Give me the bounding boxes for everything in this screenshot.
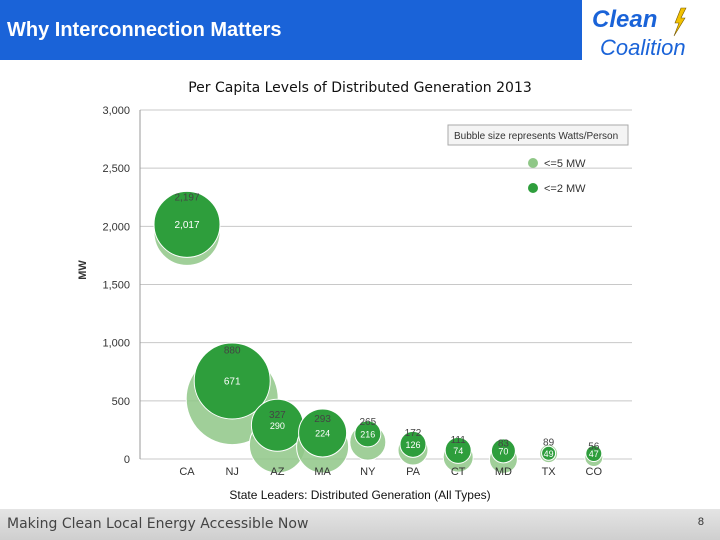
legend-marker-light <box>528 158 538 168</box>
bubble-dark-md <box>490 438 516 464</box>
data-label-dark: 126 <box>405 440 420 450</box>
y-tick-label: 1,500 <box>102 280 130 292</box>
data-label-light: 2,197 <box>174 192 199 203</box>
y-tick-label: 2,500 <box>102 163 130 175</box>
x-tick-label: TX <box>542 466 557 478</box>
x-tick-label: PA <box>406 466 421 478</box>
data-label-dark: 2,017 <box>174 220 199 231</box>
slide-header: Why Interconnection Matters <box>0 0 582 60</box>
chart-caption: State Leaders: Distributed Generation (A… <box>229 488 491 502</box>
legend-title-box <box>447 124 629 146</box>
data-label-light: 265 <box>359 417 376 428</box>
bubble-dark-ny <box>354 420 382 448</box>
lightning-bolt-icon <box>673 7 687 37</box>
slide-title: Why Interconnection Matters <box>7 19 282 41</box>
x-tick-label: NJ <box>225 466 238 478</box>
data-label-light: 56 <box>588 441 600 452</box>
y-tick-label: 2,000 <box>102 221 130 233</box>
footer-tagline: Making Clean Local Energy Accessible Now <box>7 516 309 532</box>
x-tick-label: MA <box>314 466 331 478</box>
data-label-dark: 49 <box>544 449 554 459</box>
x-tick-label: NY <box>360 466 376 478</box>
data-label-dark: 70 <box>498 446 508 456</box>
data-label-light: 293 <box>314 414 331 425</box>
data-label-light: 111 <box>451 435 467 446</box>
legend-marker-dark <box>528 183 538 193</box>
legend-title: Bubble size represents Watts/Person <box>454 131 618 142</box>
x-tick-label: CT <box>451 466 466 478</box>
data-label-light: 327 <box>269 410 286 421</box>
data-label-light: 880 <box>224 346 241 357</box>
legend-label-light: <=5 MW <box>544 158 586 170</box>
logo-word-coalition: Coalition <box>600 35 686 60</box>
bubble-dark-ct <box>444 436 472 464</box>
y-tick-label: 0 <box>124 454 130 466</box>
bubble-dark-nj <box>193 342 271 420</box>
y-axis-label: MW <box>77 260 89 280</box>
bubble-dark-tx <box>541 445 557 461</box>
bubble-dark-ca <box>153 190 221 258</box>
data-label-light: 89 <box>543 438 555 449</box>
slide-footer: Making Clean Local Energy Accessible Now… <box>0 509 720 540</box>
y-tick-label: 3,000 <box>102 105 130 117</box>
x-tick-label: AZ <box>270 466 284 478</box>
data-label-dark: 671 <box>224 376 241 387</box>
data-label-dark: 74 <box>453 446 463 456</box>
legend-label-dark: <=2 MW <box>544 183 586 195</box>
bubble-dark-pa <box>399 430 427 458</box>
data-label-dark: 47 <box>589 449 599 459</box>
data-label-dark: 290 <box>270 421 285 431</box>
y-tick-label: 1,000 <box>102 338 130 350</box>
x-tick-label: CO <box>586 466 603 478</box>
chart-title: Per Capita Levels of Distributed Generat… <box>188 80 532 96</box>
x-tick-label: CA <box>179 466 195 478</box>
data-label-light: 83 <box>498 438 510 449</box>
clean-coalition-logo: Clean Coalition <box>592 6 687 60</box>
bubble-dark-co <box>585 445 603 463</box>
bubble-dark-ma <box>298 408 348 458</box>
x-tick-label: MD <box>495 466 512 478</box>
data-label-dark: 224 <box>315 428 330 438</box>
data-label-light: 172 <box>405 428 422 439</box>
data-label-dark: 216 <box>360 429 375 439</box>
y-tick-label: 500 <box>112 396 130 408</box>
page-number: 8 <box>697 516 704 528</box>
logo-word-clean: Clean <box>592 6 657 33</box>
